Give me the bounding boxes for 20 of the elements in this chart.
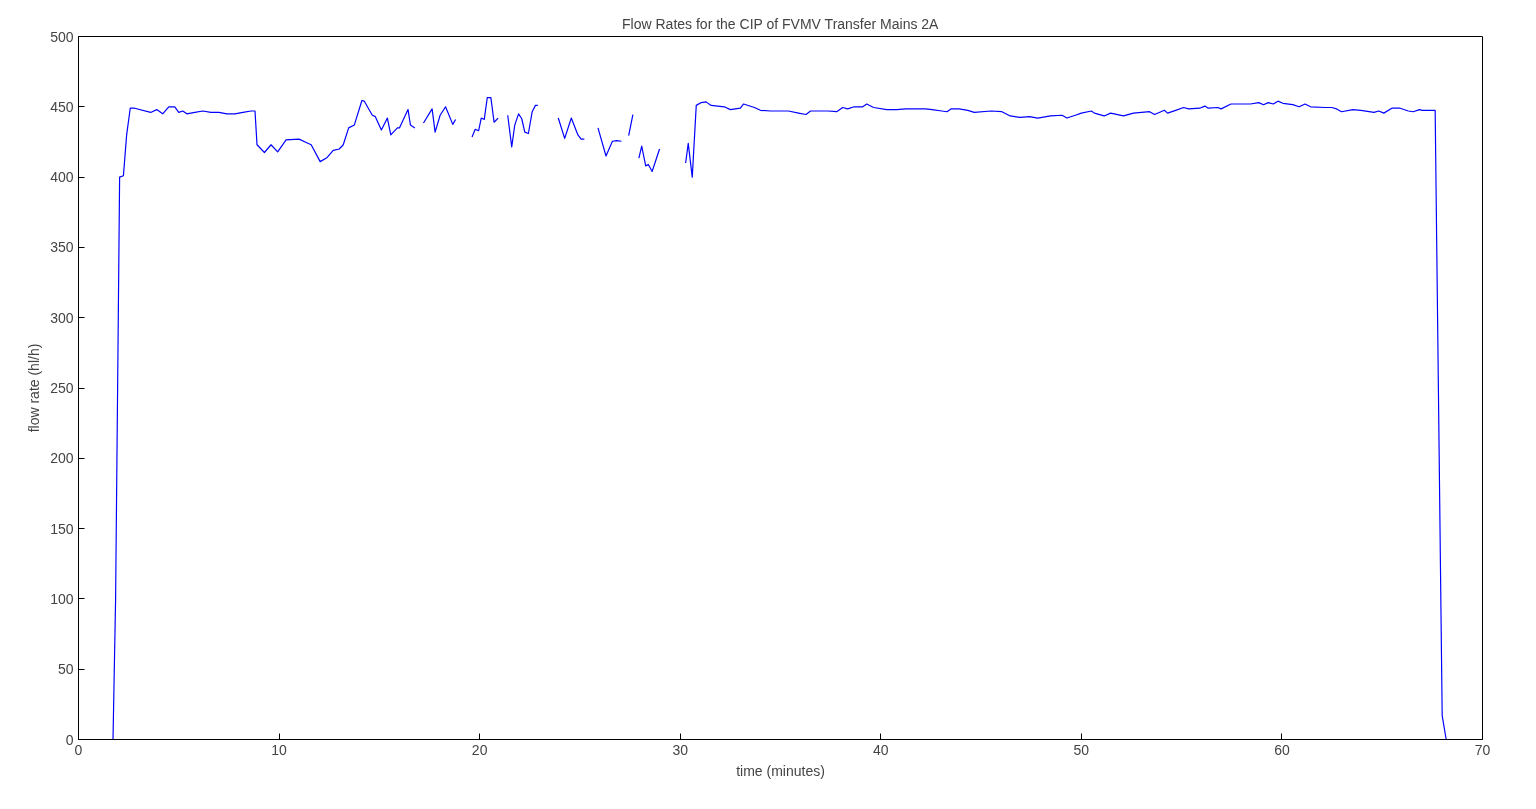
y-tick-label: 200	[50, 450, 74, 467]
x-tick-label: 50	[1073, 741, 1090, 758]
x-tick-label: 60	[1274, 741, 1290, 758]
y-axis-title: flow rate (hl/h)	[26, 343, 43, 433]
y-tick-label: 500	[50, 28, 74, 45]
x-tick-label: 30	[672, 741, 689, 758]
x-axis-title: time (minutes)	[736, 762, 825, 779]
y-tick-label: 300	[50, 309, 74, 326]
y-tick-label: 150	[50, 520, 74, 537]
y-tick-label: 400	[50, 169, 74, 186]
y-tick-label: 450	[50, 98, 74, 115]
y-tick-label: 350	[50, 239, 74, 256]
y-tick-label: 100	[50, 590, 74, 607]
x-tick-label: 10	[271, 741, 288, 758]
x-tick-label: 40	[873, 741, 889, 758]
x-tick-label: 20	[471, 741, 488, 758]
y-tick-label: 250	[50, 380, 74, 396]
chart-title: Flow Rates for the CIP of FVMV Transfer Mains 2A	[622, 15, 940, 32]
x-tick-label: 70	[1474, 741, 1491, 758]
y-tick-label: 50	[57, 661, 74, 678]
